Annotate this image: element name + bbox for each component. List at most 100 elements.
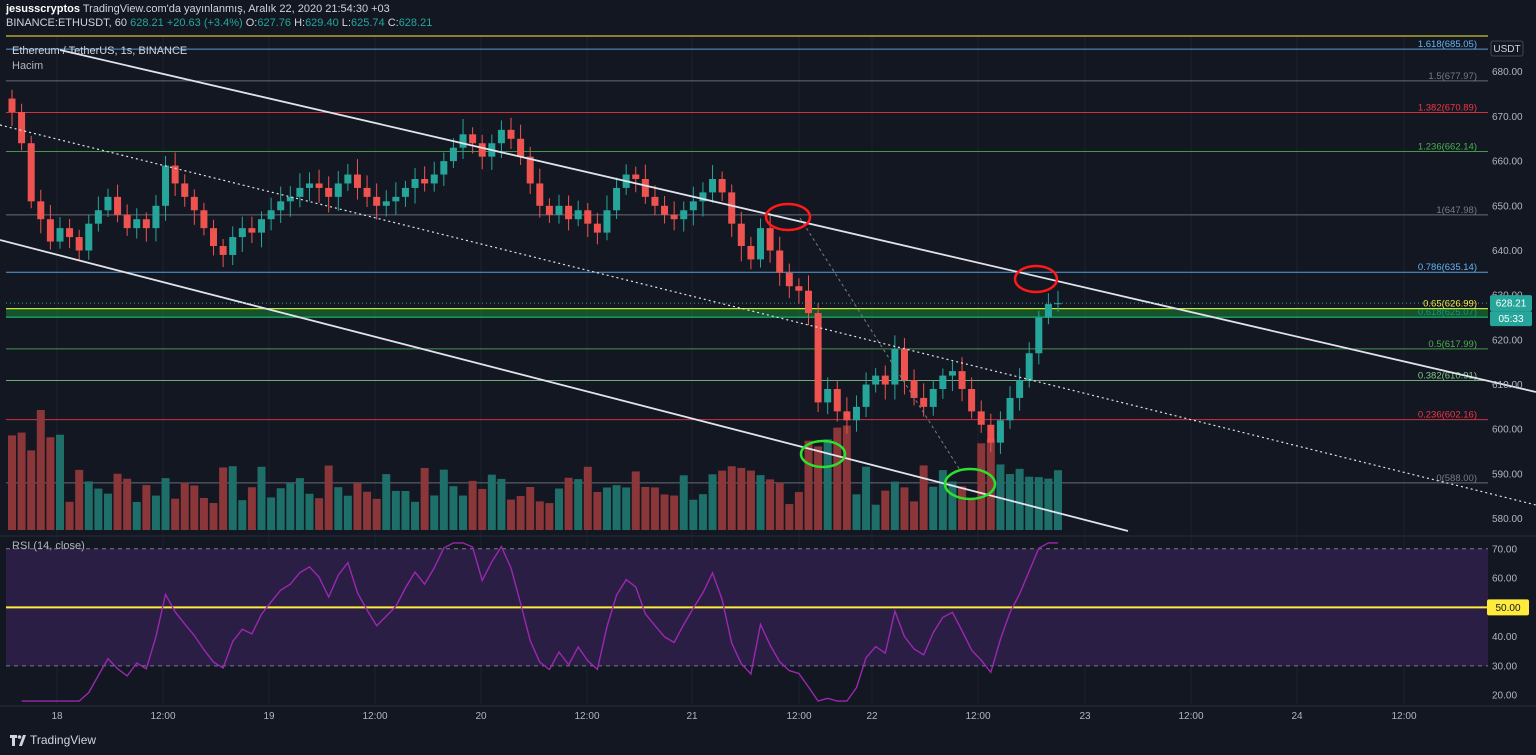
- price-tick: 650.00: [1492, 201, 1523, 212]
- volume-bar: [459, 495, 468, 530]
- volume-bar: [27, 450, 36, 530]
- fib-zone-0.618-0.65: [6, 308, 1488, 318]
- volume-bar: [267, 497, 276, 530]
- candle-body: [18, 111, 26, 144]
- countdown-value: 05:33: [1498, 314, 1523, 325]
- tradingview-logo-icon[interactable]: [10, 733, 26, 747]
- candle-body: [603, 210, 611, 233]
- volume-bar: [967, 499, 976, 530]
- high-label: H:: [294, 17, 306, 29]
- rsi-tick: 30.00: [1492, 661, 1517, 672]
- volume-bar: [65, 501, 74, 530]
- volume-bar: [679, 475, 688, 530]
- candle-body: [824, 389, 832, 403]
- volume-bar: [535, 501, 544, 530]
- volume-bar: [852, 494, 861, 530]
- volume-bar: [295, 478, 304, 530]
- volume-bar: [247, 487, 256, 530]
- price-tick: 640.00: [1492, 246, 1523, 257]
- candle-body: [46, 219, 54, 242]
- candle-body: [526, 156, 534, 184]
- candle-body: [680, 210, 688, 220]
- brand-text[interactable]: TradingView: [30, 733, 97, 747]
- candle-body: [804, 290, 812, 314]
- fib-label: 0.5(617.99): [1428, 339, 1477, 350]
- price-tick: 590.00: [1492, 469, 1523, 480]
- candle-body: [277, 201, 285, 211]
- volume-bar: [161, 478, 170, 530]
- candle-body: [785, 272, 793, 287]
- time-tick: 20: [475, 711, 487, 722]
- volume-bar: [238, 500, 247, 530]
- volume-bar: [46, 437, 55, 530]
- candle-body: [286, 196, 294, 202]
- volume-bar: [948, 481, 957, 530]
- candle-body: [565, 205, 573, 220]
- volume-bar: [574, 479, 583, 530]
- candle-body: [728, 192, 736, 224]
- candle-body: [27, 143, 35, 202]
- candle-body: [699, 192, 707, 202]
- candle-body: [421, 178, 429, 184]
- volume-bar: [766, 479, 775, 530]
- trendlines: [0, 49, 1536, 532]
- volume-bar: [497, 478, 506, 530]
- channel-mid-line: [0, 124, 1536, 506]
- volume-bar: [900, 487, 909, 530]
- volume-bar: [689, 499, 698, 530]
- candle-body: [737, 223, 745, 247]
- candle-body: [142, 219, 150, 229]
- candle-body: [881, 375, 889, 385]
- candle-body: [977, 411, 985, 425]
- time-tick: 22: [866, 711, 878, 722]
- volume-bar: [602, 487, 611, 530]
- candle-body: [814, 313, 822, 403]
- current-price-tag: [1490, 295, 1532, 312]
- legend: Ethereum / TetherUS, 1s, BINANCE Hacim: [12, 45, 187, 72]
- volume-bar: [545, 503, 554, 530]
- volume-bar: [219, 467, 228, 530]
- volume-bar: [411, 501, 420, 530]
- fib-label: 0(588.00): [1436, 473, 1477, 484]
- time-tick: 12:00: [1391, 711, 1416, 722]
- rsi-tick: 60.00: [1492, 574, 1517, 585]
- symbol-name: BINANCE:ETHUSDT, 60: [6, 17, 128, 29]
- volume-bar: [622, 487, 631, 530]
- candle-body: [411, 178, 419, 188]
- volume-bar: [612, 485, 621, 530]
- candle-body: [948, 371, 956, 376]
- volume-bar: [36, 410, 45, 530]
- publisher-name[interactable]: jesusscryptos: [6, 3, 80, 15]
- candle-body: [757, 228, 765, 260]
- candle-body: [238, 228, 246, 238]
- volume-bar: [113, 473, 122, 530]
- time-tick: 21: [686, 711, 698, 722]
- time-tick: 19: [263, 711, 275, 722]
- volume-bar: [583, 466, 592, 530]
- candle-body: [1044, 304, 1052, 318]
- volume-bar: [775, 482, 784, 530]
- currency-label: USDT: [1493, 44, 1520, 55]
- ohlc-line: BINANCE:ETHUSDT, 60 628.21 +20.63 (+3.4%…: [6, 17, 432, 29]
- candle-body: [718, 178, 726, 193]
- volume-bar: [151, 495, 160, 530]
- candle-body: [430, 174, 438, 184]
- volume-bar: [315, 498, 324, 530]
- price-tick: 620.00: [1492, 335, 1523, 346]
- volume-bar: [890, 481, 899, 530]
- rsi-tick: 40.00: [1492, 632, 1517, 643]
- volume-bar: [650, 487, 659, 530]
- volume-bar: [75, 469, 84, 530]
- currency-badge: [1490, 40, 1524, 57]
- price-chart[interactable]: 0(588.00) 0.236(602.16) 0.382(610.91) 0.5(6…: [0, 0, 1536, 726]
- fib-label: 1.5(677.97): [1428, 71, 1477, 82]
- candle-body: [478, 143, 486, 157]
- volume-bar: [1006, 474, 1015, 530]
- volume-bar: [919, 465, 928, 530]
- candle-body: [363, 187, 371, 197]
- candle-body: [574, 210, 582, 220]
- price-tick: 610.00: [1492, 380, 1523, 391]
- price-tick: 670.00: [1492, 112, 1523, 123]
- volume-bar: [286, 482, 295, 530]
